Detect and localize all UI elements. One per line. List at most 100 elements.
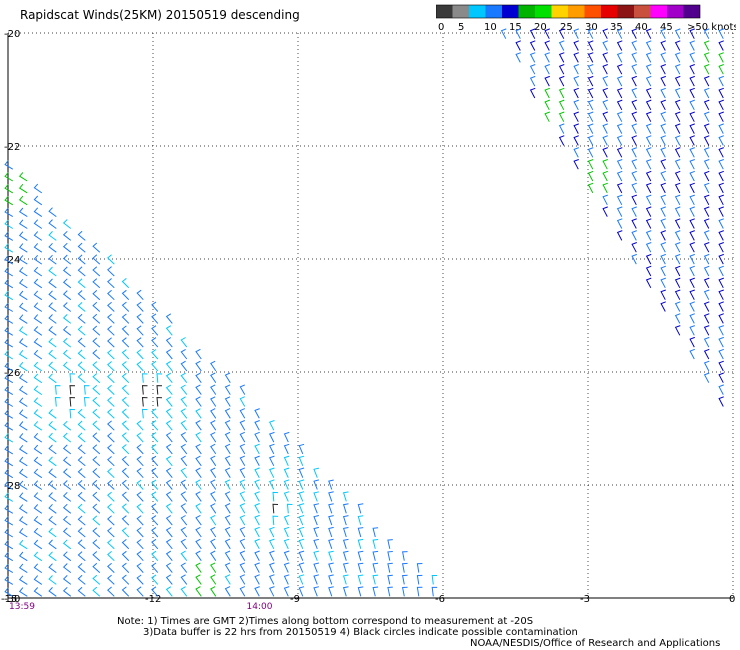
wind-barb [357,586,364,597]
wind-barb [4,219,14,229]
wind-barb [33,231,43,241]
wind-barb [328,538,334,549]
wind-barb [660,206,666,217]
wind-barb [268,586,275,597]
wind-barb [136,550,144,562]
wind-barb [33,539,43,550]
wind-barb [674,147,681,158]
wind-barb [703,289,710,300]
swath-west-swath [4,160,438,597]
wind-barb [660,52,666,63]
wind-barb [4,361,14,372]
wind-barb [92,491,101,502]
wind-barb [631,218,637,229]
wind-barb [558,40,565,51]
wind-barb [48,207,57,218]
wind-barb [272,503,279,514]
legend-swatch [485,5,502,18]
wind-barb [151,574,159,585]
wind-barb [660,75,666,87]
wind-barb [239,562,246,573]
wind-barb [674,277,681,289]
wind-barb [558,135,565,146]
wind-barb [645,253,652,265]
wind-barb [718,313,724,324]
wind-barb [689,64,695,75]
wind-barb [239,550,246,561]
wind-barb [645,218,652,229]
wind-barb [4,338,14,348]
wind-barb [660,265,666,277]
wind-barb [645,99,652,111]
wind-barb [558,111,565,122]
chart-title: Rapidscat Winds(25KM) 20150519 descendin… [20,8,300,22]
wind-barb [151,349,159,360]
wind-barb [718,111,724,122]
wind-barb [136,503,144,514]
wind-barb [18,290,28,301]
wind-barb [107,479,115,490]
wind-barb [689,301,695,312]
wind-barb [224,420,231,431]
wind-barb [283,550,290,561]
legend-swatch [584,5,601,18]
wind-barb [33,373,43,384]
wind-barb [602,123,608,134]
wind-barb [210,550,217,561]
wind-barb [121,361,130,372]
wind-barb [18,587,28,597]
wind-barb [62,456,72,467]
wind-barb [372,527,379,538]
wind-barb [689,206,695,217]
wind-barb [121,372,130,384]
legend-label: 20 [534,22,547,33]
wind-barb [151,360,159,372]
wind-barb [313,479,320,490]
wind-barb [645,159,652,170]
wind-barb [48,432,57,443]
wind-barb [77,408,86,419]
wind-barb [77,503,86,514]
wind-barb [268,574,275,585]
wind-barb [33,456,43,467]
wind-barb [151,337,159,348]
wind-barb [602,52,608,63]
wind-barb [718,147,724,158]
wind-barb [33,397,43,407]
wind-barb [616,170,623,182]
wind-barb [239,503,246,514]
wind-barb [54,396,61,407]
wind-barb [254,586,260,597]
wind-barb [674,87,681,99]
wind-barb [268,443,275,455]
wind-barb [254,443,260,455]
wind-barb [558,75,565,87]
wind-barb [165,372,173,384]
wind-barb [602,64,608,75]
wind-barb [33,290,43,301]
wind-barb [210,408,217,419]
wind-barb [703,360,710,372]
wind-barb [631,64,637,75]
wind-barb [18,563,28,574]
wind-barb [660,135,666,146]
wind-barb [416,574,423,585]
x-tick-label: -9 [290,594,300,605]
wind-barb [62,432,72,443]
wind-barb [587,182,594,194]
wind-barb [718,230,724,241]
wind-barb [416,586,423,597]
wind-barb [587,123,594,134]
wind-barb [703,52,710,63]
wind-barb [703,147,710,158]
wind-barb [121,527,130,538]
wind-barb [4,456,14,467]
wind-barb [33,278,43,289]
legend-swatch [601,5,618,18]
wind-barb [660,87,666,99]
wind-barb [180,408,188,419]
wind-barb [631,135,637,146]
wind-barb [92,515,101,526]
wind-barb [631,75,637,87]
wind-barb [141,373,148,383]
